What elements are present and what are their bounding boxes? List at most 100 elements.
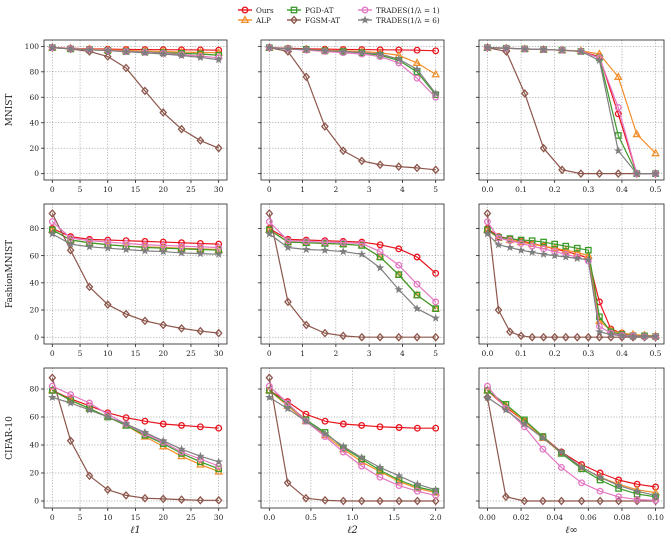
y-tick-label: 40	[29, 441, 39, 450]
x-tick-label: 0.2	[549, 185, 561, 194]
data-point	[483, 218, 491, 226]
data-point	[494, 240, 503, 249]
panel-mnist-1: 0 5 10 15 20 25 30 0 20 40 60 80 100	[25, 39, 228, 194]
x-tick-label: 25	[186, 513, 196, 522]
data-point	[338, 247, 348, 256]
data-point	[520, 496, 529, 506]
series-trades-1-6	[48, 43, 223, 64]
panel-mnist-2: 0 1 2 3 4 5	[258, 39, 445, 194]
series-line	[487, 389, 656, 488]
data-point	[394, 162, 403, 172]
data-point	[595, 472, 605, 481]
data-point	[196, 423, 204, 431]
x-tick-label: 20	[158, 185, 168, 194]
data-point	[573, 244, 581, 252]
data-point	[375, 49, 385, 58]
data-point	[358, 239, 366, 247]
series-line	[486, 221, 656, 338]
data-point	[651, 490, 660, 500]
data-point	[550, 243, 559, 252]
series-ours	[265, 225, 440, 277]
x-tick-label: 3	[367, 349, 372, 358]
data-point	[158, 436, 168, 445]
series-line	[268, 229, 437, 310]
data-point	[557, 463, 565, 471]
series-line	[52, 47, 219, 149]
legend-item-trades-1-1: TRADES(1/λ = 1)	[358, 6, 440, 15]
x-tick-label: 0.5	[305, 513, 317, 522]
data-point	[321, 122, 329, 131]
data-point	[640, 332, 649, 341]
data-point	[431, 496, 440, 506]
x-tick-label: 2.0	[430, 513, 442, 522]
legend-marker	[240, 15, 250, 24]
x-tick-label: 0.06	[580, 513, 597, 522]
data-point	[339, 146, 348, 156]
data-point	[577, 169, 585, 179]
data-point	[339, 448, 347, 456]
x-tick-label: 0.10	[647, 513, 664, 522]
series-fgsm-at	[265, 43, 440, 175]
data-point	[48, 229, 57, 238]
x-tick-label: 0.0	[263, 513, 275, 522]
x-tick-label: 0.0	[481, 185, 493, 194]
series-line	[268, 389, 436, 494]
data-point	[302, 237, 310, 245]
data-point	[628, 332, 638, 341]
legend-marker	[241, 6, 249, 14]
data-point	[614, 104, 622, 111]
data-point	[578, 479, 586, 487]
series-line	[52, 389, 219, 429]
data-point	[196, 136, 205, 145]
data-point	[502, 492, 510, 502]
data-point	[431, 485, 440, 494]
x-tick-label: 0	[50, 349, 55, 358]
x-tick-label: 0.3	[582, 349, 594, 358]
series-line	[52, 389, 219, 470]
data-point	[177, 51, 186, 60]
data-point	[121, 245, 131, 254]
data-point	[103, 300, 112, 309]
data-point	[357, 249, 367, 258]
series-line	[487, 229, 656, 337]
data-point	[376, 160, 384, 170]
data-point	[558, 165, 566, 175]
data-point	[265, 392, 274, 402]
data-point	[265, 373, 274, 383]
series-trades-1-1	[265, 382, 440, 499]
data-point	[483, 382, 491, 390]
data-point	[375, 263, 385, 272]
y-tick-label: 60	[29, 413, 39, 422]
series-line	[487, 227, 656, 338]
data-point	[358, 421, 366, 429]
y-tick-label: 100	[25, 42, 40, 51]
y-tick-label: 40	[29, 278, 39, 287]
data-point	[412, 304, 422, 313]
data-point	[413, 332, 421, 342]
data-point	[483, 43, 492, 52]
series-trades-1-6	[483, 392, 660, 500]
panel-fashionmnist-3: 0.0 0.1 0.2 0.3 0.4 0.5	[476, 203, 665, 358]
data-point	[85, 471, 94, 481]
data-point	[652, 496, 660, 504]
x-tick-label: 0.02	[513, 513, 530, 522]
data-point	[413, 487, 421, 495]
series-line	[269, 47, 436, 171]
x-tick-label: 1.5	[388, 513, 400, 522]
y-tick-label: 80	[29, 67, 39, 76]
x-tick-label: 2	[333, 349, 338, 358]
data-point	[432, 47, 440, 55]
data-point	[196, 52, 205, 62]
data-point	[321, 417, 329, 425]
data-point	[177, 124, 186, 134]
data-point	[376, 423, 384, 431]
y-tick-label: 80	[29, 385, 39, 394]
data-point	[214, 249, 223, 258]
x-tick-label: 0	[267, 349, 272, 358]
series-line	[487, 229, 656, 338]
data-point	[539, 332, 548, 342]
data-point	[550, 251, 559, 260]
data-point	[584, 246, 592, 254]
data-point	[562, 242, 570, 250]
